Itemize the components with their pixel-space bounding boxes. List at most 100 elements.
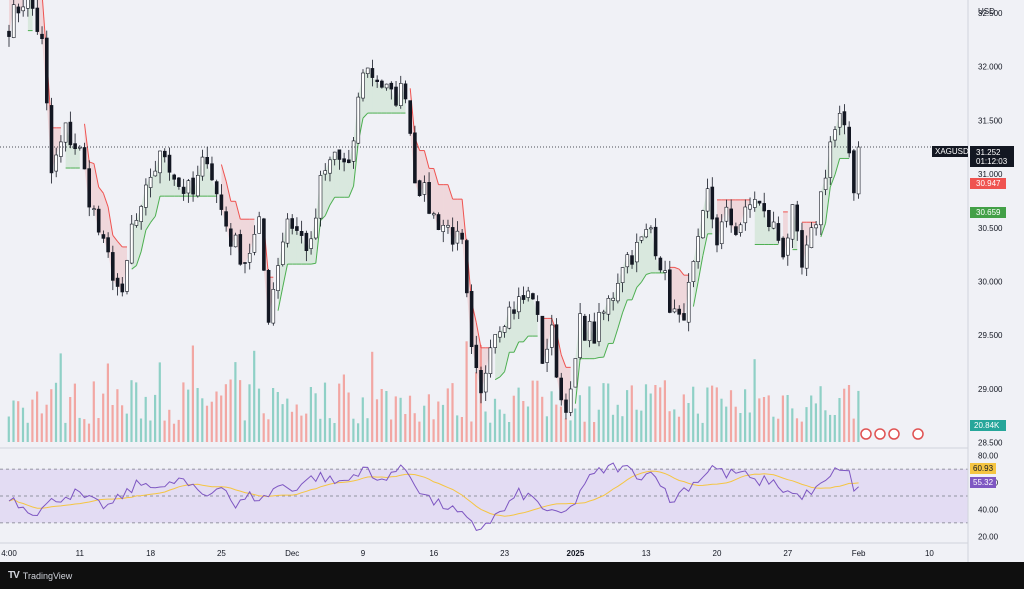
trail-fill bbox=[174, 179, 179, 197]
candle-body bbox=[200, 156, 205, 177]
tradingview-logo[interactable]: TV TradingView bbox=[8, 570, 72, 581]
volume-bar bbox=[559, 406, 563, 442]
trail-line bbox=[348, 185, 355, 198]
candle-body bbox=[483, 372, 488, 393]
volume-bar bbox=[347, 392, 350, 442]
trail-line bbox=[150, 215, 156, 223]
candle-body bbox=[280, 241, 285, 265]
us-flag-icon[interactable] bbox=[860, 428, 872, 440]
candle-body bbox=[309, 238, 313, 249]
candle-body bbox=[153, 170, 158, 177]
candle-body bbox=[682, 313, 686, 321]
candle-body bbox=[436, 214, 441, 230]
candle-body bbox=[63, 122, 68, 143]
trail-fill bbox=[641, 229, 647, 283]
time-tick-label: 16 bbox=[429, 549, 438, 558]
candle-body bbox=[545, 348, 549, 363]
volume-bar bbox=[611, 414, 615, 442]
trail-line bbox=[433, 168, 439, 185]
volume-bar bbox=[31, 399, 34, 442]
candle-body bbox=[125, 260, 129, 292]
volume-bar bbox=[432, 419, 435, 442]
candle-body bbox=[87, 168, 91, 208]
trail-line bbox=[461, 199, 468, 248]
price-scale[interactable]: USD 32.500 32.000 31.500 31.000 30.500 30.000… bbox=[978, 7, 1003, 448]
volume-bar bbox=[385, 391, 388, 442]
candle-body bbox=[196, 175, 200, 197]
candle-body bbox=[441, 225, 446, 232]
trail-line bbox=[678, 268, 685, 276]
candle-body bbox=[96, 208, 101, 233]
candle-body bbox=[30, 0, 35, 9]
candle-body bbox=[266, 269, 271, 323]
rsi-pane[interactable] bbox=[0, 462, 968, 531]
us-flag-icon[interactable] bbox=[888, 428, 900, 440]
volume-bar bbox=[597, 409, 600, 442]
candle-body bbox=[464, 240, 469, 294]
volume-bar bbox=[446, 388, 449, 442]
trail-line bbox=[447, 184, 454, 200]
candle-body bbox=[823, 177, 828, 190]
time-tick-label: Dec bbox=[285, 549, 299, 558]
us-flag-icon[interactable] bbox=[874, 428, 886, 440]
price-tick-label: 29.000 bbox=[978, 385, 1003, 394]
trail-line bbox=[140, 230, 147, 252]
trail-fill bbox=[221, 164, 227, 227]
candle-body bbox=[313, 217, 318, 239]
candle-body bbox=[16, 6, 21, 14]
trail-line bbox=[310, 262, 316, 265]
candle-body bbox=[252, 234, 257, 253]
trail-fill bbox=[70, 144, 76, 169]
candle-body bbox=[559, 377, 564, 401]
candle-body bbox=[516, 296, 521, 313]
candle-body bbox=[290, 218, 295, 229]
candle-body bbox=[852, 150, 856, 194]
price-tick-label: 29.500 bbox=[978, 331, 1003, 340]
time-scale[interactable]: 4:00 11 18 25 Dec 9 16 23 2025 13 20 27 Feb 10 bbox=[1, 549, 934, 558]
us-flag-icon[interactable] bbox=[912, 428, 924, 440]
candle-body bbox=[554, 324, 559, 378]
volume-bar bbox=[267, 419, 270, 442]
volume-bar bbox=[182, 382, 185, 442]
candle-body bbox=[413, 132, 417, 184]
candle-body bbox=[450, 227, 455, 245]
candle-body bbox=[342, 158, 346, 163]
economic-events[interactable] bbox=[860, 428, 924, 440]
price-pane[interactable] bbox=[0, 0, 968, 442]
candle-body bbox=[82, 147, 87, 170]
candle-body bbox=[521, 295, 526, 300]
trail-line bbox=[84, 123, 90, 162]
candle-body bbox=[781, 237, 785, 258]
trail-line bbox=[353, 142, 359, 187]
candle-body bbox=[337, 149, 342, 160]
trail-line bbox=[220, 164, 227, 182]
volume-bar bbox=[701, 422, 704, 442]
candle-body bbox=[54, 154, 59, 172]
volume-bar bbox=[659, 387, 662, 442]
candle-body bbox=[804, 244, 809, 269]
volume-bar bbox=[663, 380, 666, 442]
volume-bar bbox=[45, 404, 48, 442]
volume-bar bbox=[17, 401, 20, 442]
candle-body bbox=[111, 252, 115, 281]
volume-bar bbox=[630, 385, 633, 442]
volume-bar bbox=[734, 406, 737, 442]
candle-body bbox=[332, 151, 337, 160]
volume-bar bbox=[248, 384, 251, 442]
trail-line bbox=[692, 281, 699, 307]
candle-body bbox=[658, 257, 663, 271]
candle-body bbox=[847, 126, 852, 154]
last-price-text: 31.252 bbox=[976, 148, 1001, 157]
candle-body bbox=[446, 225, 450, 228]
chart-canvas bbox=[0, 0, 1024, 562]
volume-bar bbox=[800, 421, 803, 442]
volume-bar bbox=[272, 388, 275, 442]
trail-line bbox=[102, 193, 109, 208]
trail-line bbox=[154, 196, 161, 217]
last-price-tag bbox=[970, 146, 1014, 167]
trail-line bbox=[494, 376, 501, 381]
candle-body bbox=[752, 199, 757, 208]
volume-bar bbox=[361, 397, 364, 442]
volume-bar bbox=[692, 386, 695, 442]
candle-body bbox=[512, 309, 516, 314]
